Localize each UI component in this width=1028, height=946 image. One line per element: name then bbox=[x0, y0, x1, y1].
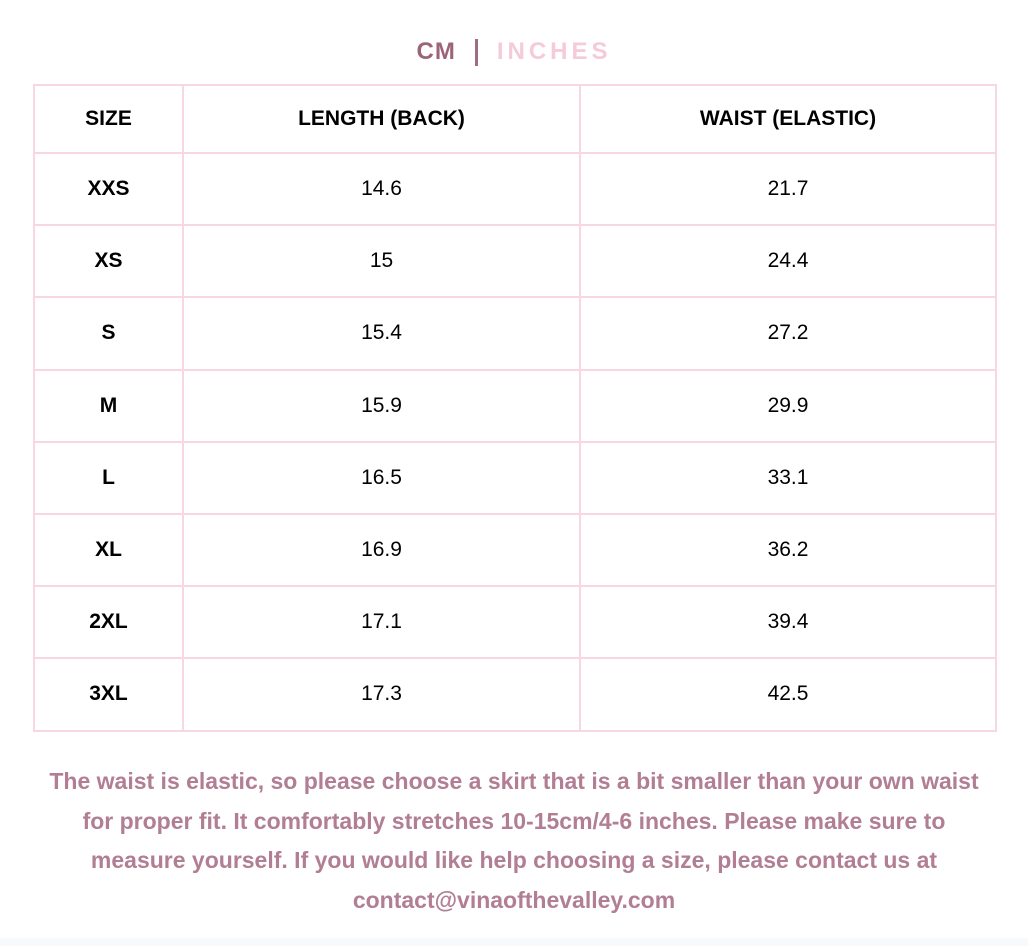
length-value: 15.9 bbox=[182, 368, 581, 443]
size-label: M bbox=[33, 368, 184, 443]
unit-toggle: CM INCHES bbox=[0, 0, 1028, 66]
length-value: 14.6 bbox=[182, 151, 581, 227]
size-label: XXS bbox=[33, 151, 184, 227]
waist-value: 21.7 bbox=[579, 151, 997, 227]
waist-value: 24.4 bbox=[579, 224, 997, 299]
column-header-length: LENGTH (BACK) bbox=[182, 84, 581, 154]
table-row: XS 15 24.4 bbox=[33, 224, 997, 299]
length-value: 15.4 bbox=[182, 296, 581, 371]
bottom-strip bbox=[0, 938, 1028, 946]
waist-value: 39.4 bbox=[579, 585, 997, 660]
waist-value: 27.2 bbox=[579, 296, 997, 371]
table-header-row: SIZE LENGTH (BACK) WAIST (ELASTIC) bbox=[33, 84, 997, 154]
length-value: 16.9 bbox=[182, 512, 581, 588]
table-row: S 15.4 27.2 bbox=[33, 296, 997, 371]
size-label: XL bbox=[33, 512, 184, 588]
column-header-waist: WAIST (ELASTIC) bbox=[579, 84, 997, 154]
length-value: 15 bbox=[182, 224, 581, 299]
waist-value: 36.2 bbox=[579, 512, 997, 588]
size-label: S bbox=[33, 296, 184, 371]
length-value: 17.3 bbox=[182, 657, 581, 732]
unit-toggle-divider bbox=[474, 38, 478, 66]
size-label: 2XL bbox=[33, 585, 184, 660]
table-row: 2XL 17.1 39.4 bbox=[33, 585, 997, 660]
table-row: M 15.9 29.9 bbox=[33, 368, 997, 443]
length-value: 16.5 bbox=[182, 440, 581, 515]
waist-value: 29.9 bbox=[579, 368, 997, 443]
size-chart-table: SIZE LENGTH (BACK) WAIST (ELASTIC) XXS 1… bbox=[33, 84, 997, 732]
size-label: XS bbox=[33, 224, 184, 299]
waist-value: 42.5 bbox=[579, 657, 997, 732]
table-row: L 16.5 33.1 bbox=[33, 440, 997, 515]
table-row: 3XL 17.3 42.5 bbox=[33, 657, 997, 732]
length-value: 17.1 bbox=[182, 585, 581, 660]
sizing-note: The waist is elastic, so please choose a… bbox=[49, 768, 979, 913]
waist-value: 33.1 bbox=[579, 440, 997, 515]
table-row: XXS 14.6 21.7 bbox=[33, 151, 997, 227]
size-label: 3XL bbox=[33, 657, 184, 732]
size-label: L bbox=[33, 440, 184, 515]
inches-tab[interactable]: INCHES bbox=[496, 38, 612, 65]
cm-tab[interactable]: CM bbox=[416, 38, 456, 65]
table-row: XL 16.9 36.2 bbox=[33, 512, 997, 588]
column-header-size: SIZE bbox=[33, 84, 184, 154]
